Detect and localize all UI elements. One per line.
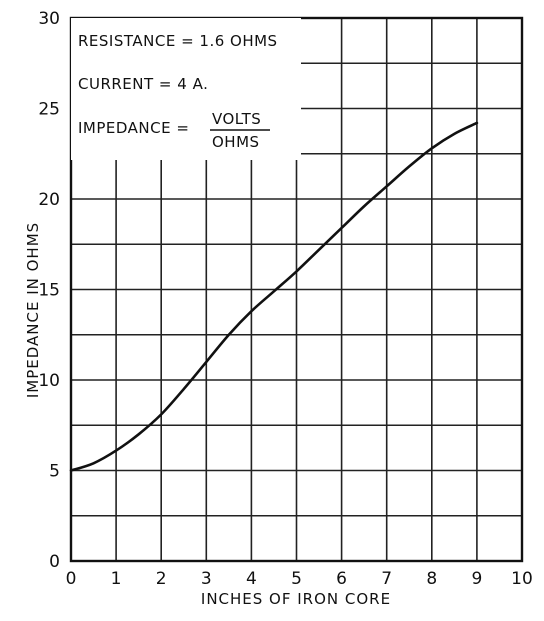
- y-axis-label: IMPEDANCE IN OHMS: [24, 222, 42, 398]
- y-tick-label: 0: [49, 552, 60, 572]
- resistance-annotation: RESISTANCE = 1.6 OHMS: [78, 32, 278, 50]
- y-tick-label: 10: [38, 371, 60, 391]
- curve-layer: [69, 121, 479, 472]
- y-tick-label: 20: [38, 190, 60, 210]
- x-axis-label: INCHES OF IRON CORE: [201, 590, 391, 608]
- impedance-formula-denominator: OHMS: [212, 133, 260, 151]
- annotation-box: RESISTANCE = 1.6 OHMS CURRENT = 4 A. IMP…: [71, 18, 301, 160]
- x-tick-label: 2: [156, 569, 167, 589]
- y-tick-label: 30: [38, 9, 60, 29]
- y-tick-label: 15: [38, 281, 60, 301]
- impedance-formula-label: IMPEDANCE =: [78, 119, 189, 137]
- impedance-formula-numerator: VOLTS: [212, 110, 261, 128]
- x-tick-label: 10: [511, 569, 533, 589]
- x-tick-label: 8: [426, 569, 437, 589]
- x-tick-label: 4: [246, 569, 257, 589]
- x-tick-labels: 0 1 2 3 4 5 6 7 8 9 10: [66, 569, 533, 589]
- current-annotation: CURRENT = 4 A.: [78, 75, 208, 93]
- x-tick-label: 0: [66, 569, 77, 589]
- impedance-curve: [69, 121, 479, 472]
- y-tick-label: 5: [49, 462, 60, 482]
- x-tick-label: 1: [111, 569, 122, 589]
- x-tick-label: 9: [471, 569, 482, 589]
- x-tick-label: 6: [336, 569, 347, 589]
- x-tick-label: 7: [381, 569, 392, 589]
- y-tick-label: 25: [38, 100, 60, 120]
- x-tick-label: 5: [291, 569, 302, 589]
- x-tick-label: 3: [201, 569, 212, 589]
- y-tick-labels: 0 5 10 15 20 25 30: [38, 9, 60, 572]
